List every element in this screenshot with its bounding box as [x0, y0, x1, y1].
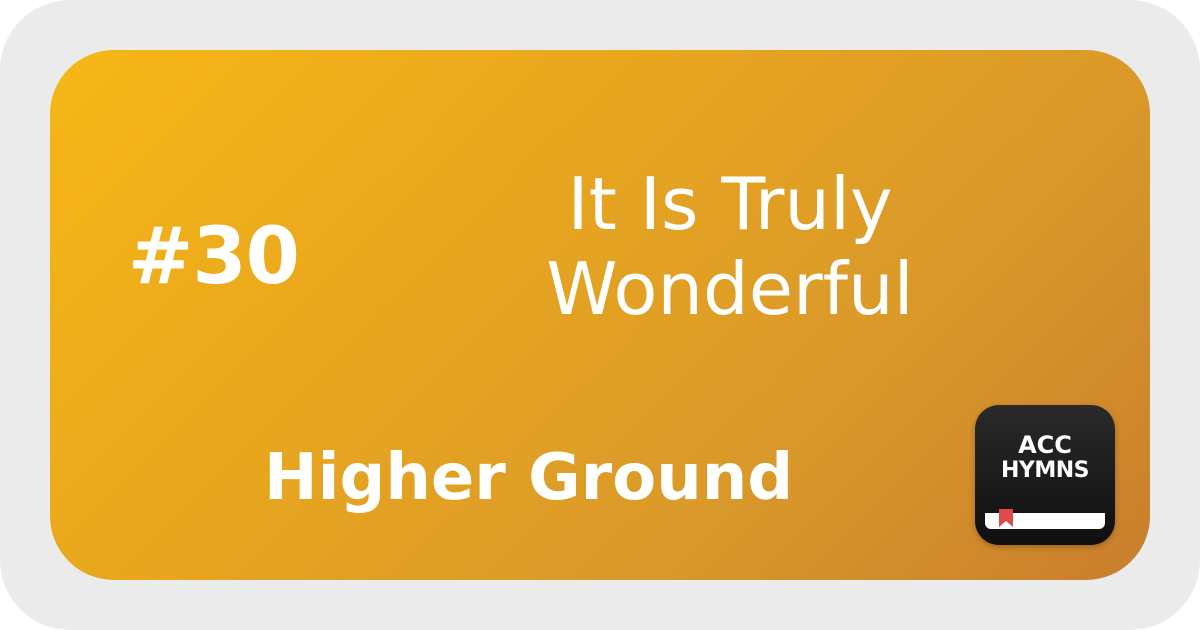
hymn-title-line-2: Wonderful	[546, 246, 914, 331]
app-icon-label-line-2: HYMNS	[1001, 458, 1090, 483]
bookmark-icon	[999, 509, 1013, 527]
acc-hymns-app-icon: ACC HYMNS	[975, 405, 1115, 545]
hymn-number: #30	[128, 212, 300, 302]
hymn-card: #30 It Is Truly Wonderful Higher Ground …	[50, 50, 1150, 580]
app-icon-label-line-1: ACC	[1018, 431, 1072, 459]
hymn-title: It Is Truly Wonderful	[520, 162, 940, 332]
hymn-subtitle: Higher Ground	[264, 441, 794, 515]
hymn-title-line-1: It Is Truly	[567, 162, 893, 246]
book-page-strip	[985, 513, 1105, 529]
